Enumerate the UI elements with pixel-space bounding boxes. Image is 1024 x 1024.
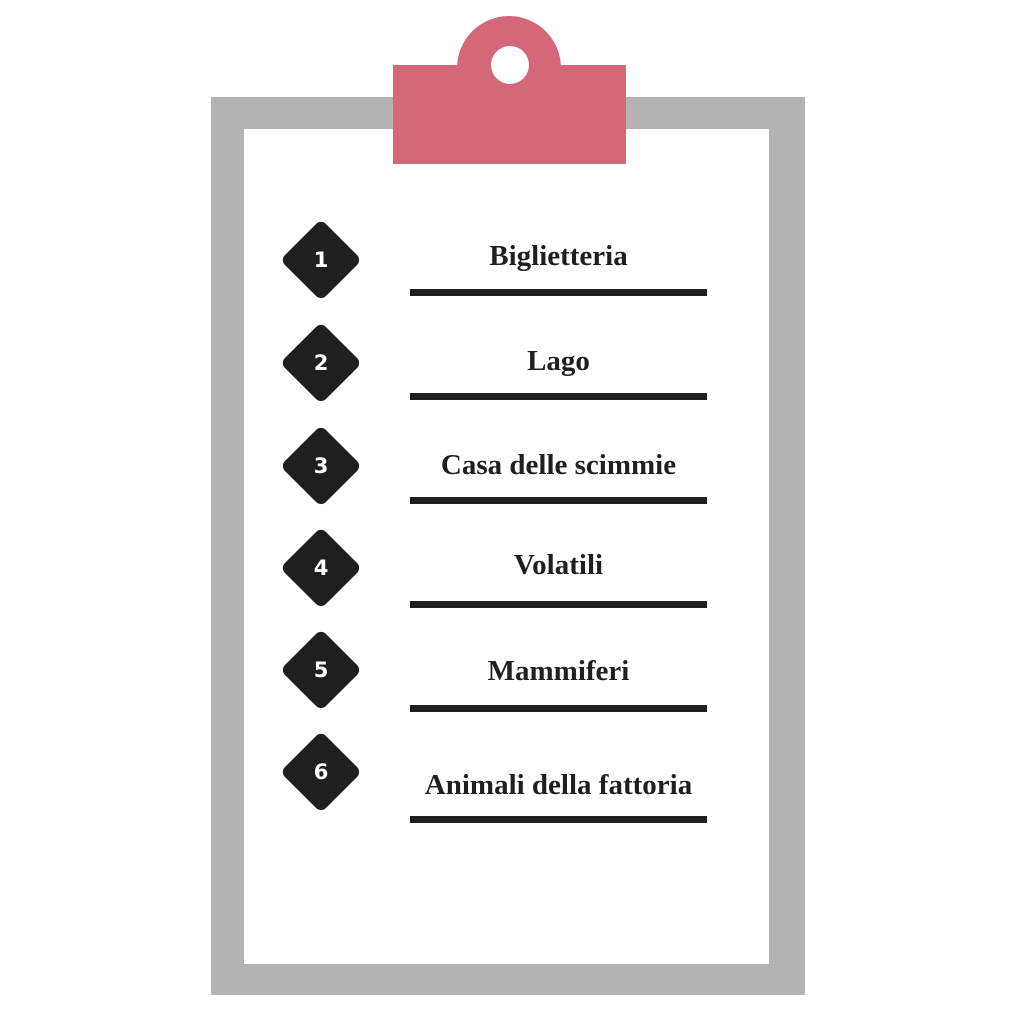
- item-label: Lago: [527, 345, 590, 377]
- item-number: 6: [313, 760, 329, 784]
- item-underline: [410, 393, 707, 400]
- clip-hole: [491, 46, 529, 84]
- item-number: 3: [313, 454, 329, 478]
- item-label: Biglietteria: [489, 240, 628, 272]
- item-number: 1: [313, 248, 329, 272]
- item-underline: [410, 705, 707, 712]
- item-underline: [410, 816, 707, 823]
- item-number: 2: [313, 351, 329, 375]
- item-underline: [410, 497, 707, 504]
- item-label: Casa delle scimmie: [440, 449, 677, 481]
- item-number: 4: [313, 556, 329, 580]
- list-item-4: 4 Volatili: [0, 0, 1024, 610]
- list-item-1: 1 Biglietteria: [0, 0, 1024, 302]
- item-label: Volatili: [513, 549, 604, 581]
- list-item-6: 6 Animali della fattoria: [0, 0, 1024, 823]
- list-item-5: 5 Mammiferi: [0, 0, 1024, 712]
- item-label: Mammiferi: [487, 655, 630, 687]
- item-underline: [410, 289, 707, 296]
- list-item-2: 2 Lago: [0, 0, 1024, 405]
- item-label: Animali della fattoria: [424, 769, 693, 801]
- list-item-3: 3 Casa delle scimmie: [0, 0, 1024, 508]
- item-underline: [410, 601, 707, 608]
- item-number: 5: [313, 658, 329, 682]
